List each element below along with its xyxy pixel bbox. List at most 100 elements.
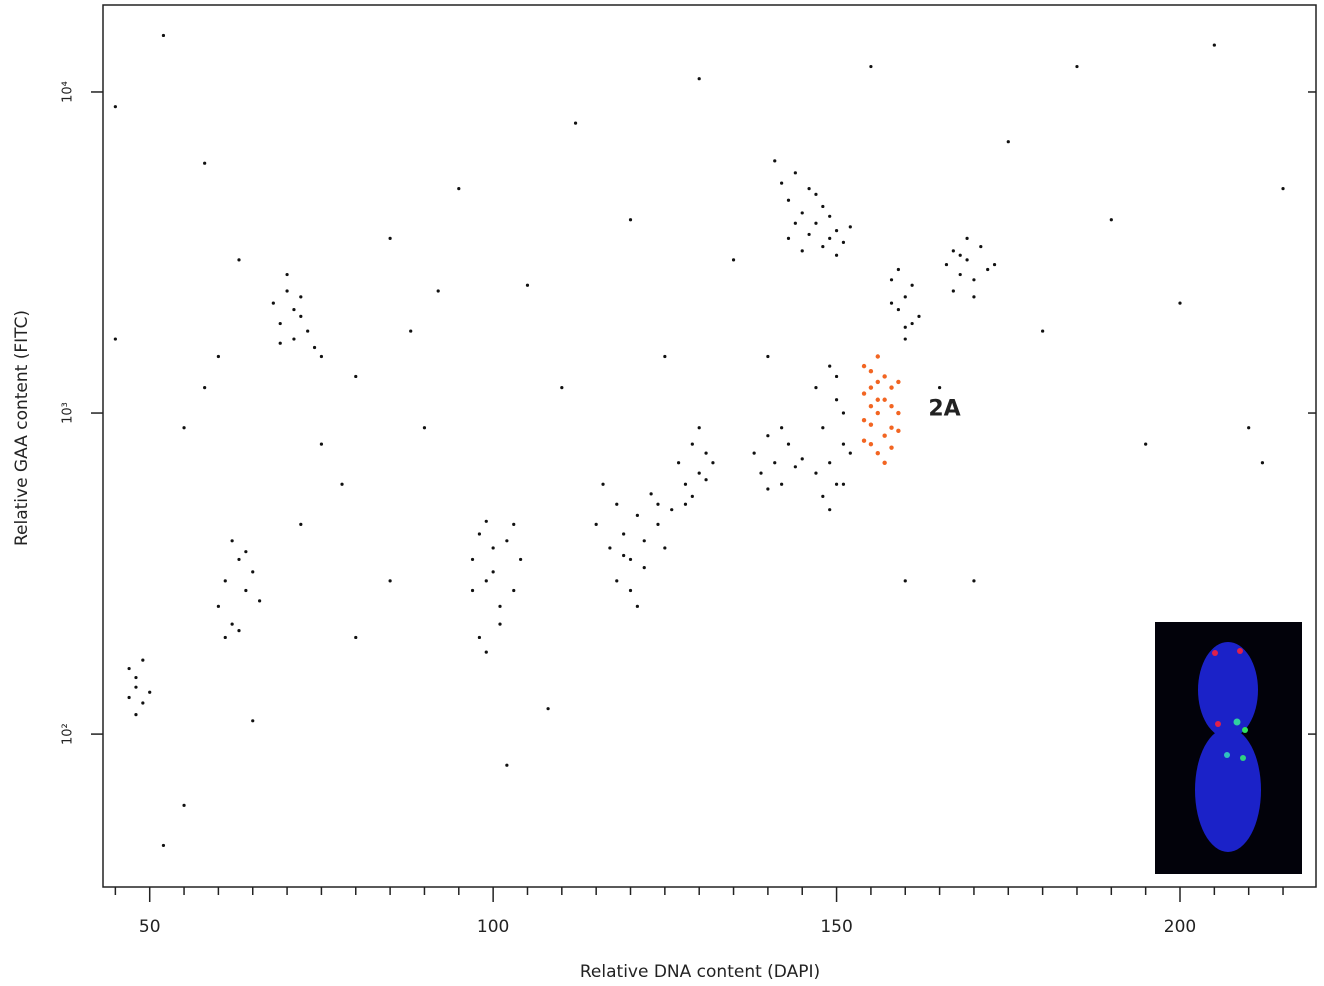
data-point — [649, 492, 653, 496]
data-point — [216, 604, 220, 608]
signal-dot — [1240, 755, 1246, 761]
data-point — [882, 374, 887, 379]
data-point — [299, 522, 303, 526]
data-point — [896, 410, 901, 416]
data-point — [134, 685, 138, 689]
data-point — [203, 386, 207, 390]
data-point — [848, 451, 852, 455]
data-point — [161, 33, 166, 38]
data-point — [319, 354, 324, 359]
data-point — [814, 386, 818, 390]
chromosome-arm — [1195, 728, 1261, 852]
data-point — [807, 187, 811, 191]
data-point — [223, 579, 227, 583]
data-point — [965, 236, 969, 240]
data-point — [752, 451, 756, 455]
data-point — [519, 557, 523, 562]
data-point — [780, 482, 784, 486]
data-point — [903, 325, 907, 329]
data-point — [759, 471, 763, 475]
signal-dot — [1237, 648, 1243, 654]
data-point — [491, 570, 495, 574]
data-point — [237, 629, 241, 633]
data-point — [766, 354, 770, 359]
data-point — [251, 719, 255, 723]
data-point — [258, 599, 262, 603]
data-point — [484, 650, 488, 654]
data-point — [628, 557, 633, 562]
data-point — [512, 522, 516, 526]
data-point — [525, 283, 530, 287]
data-point — [766, 434, 770, 438]
data-point — [972, 295, 976, 299]
data-point — [814, 192, 818, 196]
data-point — [972, 278, 976, 282]
data-point — [237, 258, 241, 262]
data-point — [546, 707, 550, 711]
data-point — [903, 337, 907, 341]
data-point — [670, 508, 674, 512]
data-point — [683, 482, 688, 486]
data-point — [821, 204, 825, 209]
data-point — [512, 588, 516, 593]
data-point — [1109, 218, 1113, 222]
data-point — [354, 374, 358, 379]
data-point — [711, 461, 715, 465]
data-point — [663, 546, 667, 550]
signal-dot — [1212, 650, 1218, 656]
data-point — [731, 258, 736, 262]
data-point — [868, 368, 874, 374]
data-point — [937, 386, 942, 390]
data-point — [896, 379, 901, 385]
data-point — [780, 426, 784, 430]
data-point — [944, 262, 949, 267]
data-point — [622, 553, 626, 558]
data-point — [285, 272, 289, 277]
data-point — [800, 249, 804, 253]
y-axis-label: Relative GAA content (FITC) — [12, 310, 32, 546]
data-point — [704, 478, 708, 482]
data-point — [251, 570, 255, 574]
data-point — [704, 451, 708, 455]
data-point — [244, 588, 248, 593]
data-point — [875, 397, 880, 402]
data-point — [409, 329, 413, 333]
data-point — [244, 550, 248, 554]
data-point — [821, 244, 825, 249]
signal-dot — [1224, 752, 1230, 758]
data-point — [868, 404, 874, 409]
data-point — [615, 579, 619, 583]
data-point — [628, 218, 633, 222]
data-point — [141, 658, 145, 662]
data-point — [951, 249, 955, 253]
data-point — [958, 253, 962, 257]
data-point — [807, 232, 811, 237]
x-axis-label: Relative DNA content (DAPI) — [580, 962, 820, 982]
data-point — [422, 426, 427, 430]
data-point — [868, 385, 874, 390]
data-point — [869, 64, 873, 69]
data-point — [889, 301, 894, 305]
data-point — [786, 198, 791, 202]
data-point — [882, 397, 887, 402]
x-tick-label: 200 — [1164, 917, 1196, 937]
data-point — [910, 283, 914, 287]
data-point — [216, 354, 220, 359]
data-point — [278, 341, 282, 345]
data-point — [697, 426, 701, 430]
data-point — [299, 314, 303, 318]
data-point — [889, 385, 894, 390]
data-point — [986, 267, 990, 272]
data-point — [285, 289, 289, 293]
signal-dot — [1242, 727, 1248, 733]
data-point — [319, 442, 324, 446]
data-point — [134, 675, 138, 680]
data-point — [800, 457, 804, 461]
data-point — [505, 539, 509, 543]
data-point — [882, 433, 887, 438]
data-point — [498, 604, 502, 608]
data-point — [560, 386, 564, 390]
data-point — [861, 438, 867, 443]
data-point — [828, 461, 832, 465]
